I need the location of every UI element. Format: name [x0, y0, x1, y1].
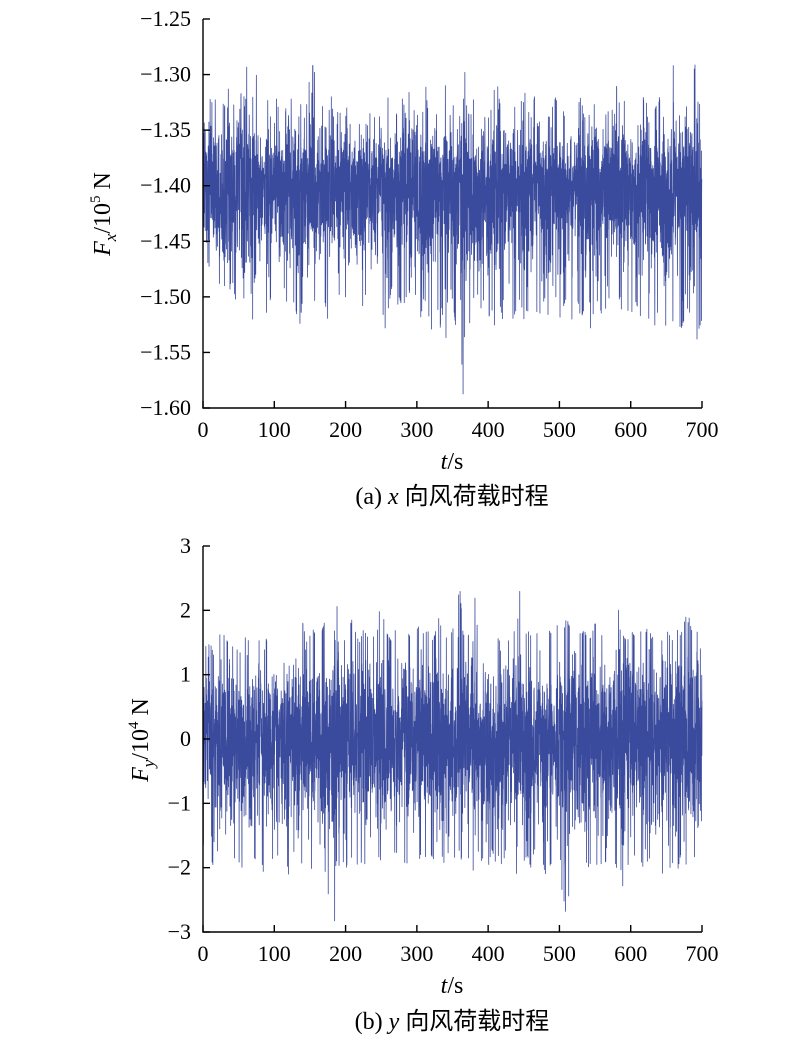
chart-b-ylabel-sup: 4	[126, 721, 142, 729]
chart-a-series-line	[202, 64, 703, 395]
chart-b-x-tick-label: 700	[686, 941, 719, 966]
chart-a-y-axis-label: Fx/105 N	[88, 172, 120, 257]
chart-b-y-tick-label: 0	[180, 726, 191, 751]
chart-a-caption-prefix: (a)	[355, 484, 388, 510]
chart-b-x-tick-label: 100	[258, 941, 291, 966]
chart-a-x-ticks: 0 100 200 300 400 500 600 700	[198, 401, 719, 442]
chart-a-ylabel-unit-pre: /10	[90, 203, 116, 234]
chart-b-xlabel-unit: /s	[447, 973, 463, 999]
chart-b-ylabel-var: F	[128, 767, 154, 783]
chart-b-ylabel-sub: y	[139, 759, 158, 769]
chart-a-y-tick-label: −1.40	[140, 173, 191, 198]
chart-b-x-tick-label: 400	[472, 941, 505, 966]
chart-b-y-tick-label: 1	[180, 662, 191, 687]
chart-b-series-line	[202, 591, 703, 922]
chart-b-x-tick-label: 600	[614, 941, 647, 966]
chart-a-caption-text: 向风荷载时程	[399, 483, 549, 510]
chart-a-y-tick-label: −1.35	[140, 117, 191, 142]
chart-b-x-tick-label: 0	[198, 941, 209, 966]
chart-b-y-ticks: 3 2 1 0 −1 −2 −3	[168, 533, 210, 944]
chart-a-x-tick-label: 200	[329, 417, 362, 442]
chart-a-y-tick-label: −1.30	[140, 62, 191, 87]
chart-b-y-tick-label: 2	[180, 597, 191, 622]
chart-a-x-tick-label: 600	[614, 417, 647, 442]
chart-a-y-tick-label: −1.50	[140, 284, 191, 309]
chart-a-ylabel-sub: x	[101, 233, 120, 242]
chart-a-x-tick-label: 100	[258, 417, 291, 442]
chart-a-ylabel-var: F	[90, 241, 116, 257]
chart-b-caption: (b) y 向风荷载时程	[355, 1008, 550, 1035]
chart-a-x-tick-label: 700	[686, 417, 719, 442]
chart-b-y-tick-label: −2	[168, 855, 191, 880]
chart-a-ylabel-unit-post: N	[90, 172, 116, 195]
chart-b-x-ticks: 0 100 200 300 400 500 600 700	[198, 925, 719, 966]
chart-a-caption: (a) x 向风荷载时程	[355, 483, 548, 510]
chart-a-caption-var: x	[387, 484, 399, 510]
chart-b-y-axis-label: Fy/104 N	[126, 698, 158, 783]
chart-a-x-tick-label: 400	[472, 417, 505, 442]
chart-a-ylabel-sup: 5	[88, 195, 104, 203]
chart-b-x-tick-label: 300	[400, 941, 433, 966]
chart-a-x-tick-label: 0	[198, 417, 209, 442]
chart-b-caption-var: y	[387, 1009, 400, 1035]
chart-panel-a: −1.25 −1.30 −1.35 −1.40 −1.45 −1.50 −1.55 −1.60…	[88, 6, 719, 510]
chart-b-y-tick-label: −3	[168, 919, 191, 944]
chart-a-axis-lines	[202, 19, 702, 409]
chart-a-x-tick-label: 500	[543, 417, 576, 442]
chart-a-y-tick-label: −1.55	[140, 339, 191, 364]
chart-b-ylabel-unit-post: N	[128, 698, 154, 721]
chart-b-caption-text: 向风荷载时程	[399, 1008, 549, 1035]
chart-b-axis-lines	[202, 546, 702, 933]
chart-b-x-tick-label: 500	[543, 941, 576, 966]
chart-b-y-tick-label: −1	[168, 790, 191, 815]
chart-panel-b: 3 2 1 0 −1 −2 −3 0 100 200 300 400 500 600 700 Fy/104…	[126, 533, 719, 1035]
chart-a-y-ticks: −1.25 −1.30 −1.35 −1.40 −1.45 −1.50 −1.55 −1.60	[140, 6, 210, 420]
chart-a-x-tick-label: 300	[400, 417, 433, 442]
chart-a-xlabel-var: t	[441, 449, 449, 475]
chart-b-y-tick-label: 3	[180, 533, 191, 558]
chart-a-y-tick-label: −1.25	[140, 6, 191, 31]
chart-b-x-axis-label: t/s	[441, 973, 464, 999]
chart-a-x-axis-label: t/s	[441, 449, 464, 475]
chart-b-x-tick-label: 200	[329, 941, 362, 966]
chart-b-caption-prefix: (b)	[355, 1009, 389, 1035]
chart-a-y-tick-label: −1.45	[140, 228, 191, 253]
chart-b-ylabel-unit-pre: /10	[128, 729, 154, 760]
chart-a-y-tick-label: −1.60	[140, 395, 191, 420]
chart-b-xlabel-var: t	[441, 973, 449, 999]
chart-a-xlabel-unit: /s	[447, 449, 463, 475]
